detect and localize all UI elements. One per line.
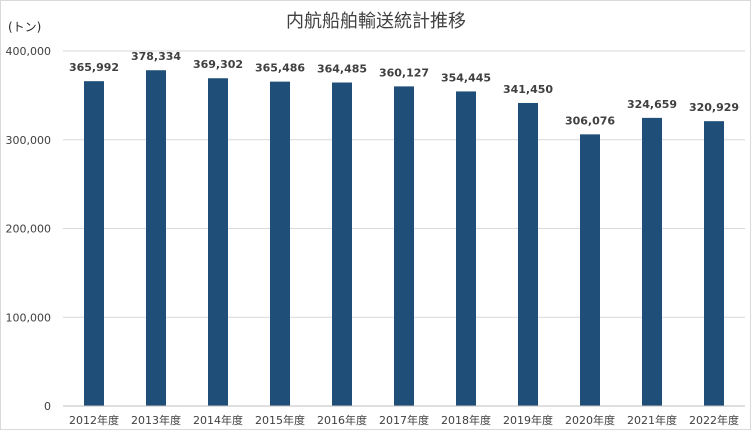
bar: [704, 121, 724, 407]
x-tick-label: 2022年度: [689, 413, 739, 427]
x-tick-label: 2019年度: [503, 413, 553, 427]
data-label: 369,302: [193, 58, 243, 71]
x-tick-label: 2020年度: [565, 413, 615, 427]
x-tick-label: 2014年度: [193, 413, 243, 427]
y-tick-label: 300,000: [6, 134, 52, 147]
x-tick-label: 2015年度: [255, 413, 305, 427]
chart-title: 内航船舶輸送統計推移: [286, 11, 466, 32]
bar: [84, 81, 104, 406]
y-tick-label: 200,000: [6, 223, 52, 236]
bar: [394, 86, 414, 406]
data-labels: 365,992 378,334 369,302 365,486 364,485 360,1…: [69, 50, 739, 127]
data-label: 341,450: [503, 83, 553, 96]
data-label: 360,127: [379, 66, 429, 79]
y-tick-label: 400,000: [6, 45, 52, 58]
bars: [84, 70, 724, 407]
bar: [456, 91, 476, 407]
data-label: 365,992: [69, 61, 119, 74]
data-label: 354,445: [441, 71, 491, 84]
y-axis-ticks: 0 100,000 200,000 300,000 400,000: [6, 45, 52, 413]
data-label: 365,486: [255, 62, 305, 75]
x-tick-label: 2016年度: [317, 413, 367, 427]
x-tick-label: 2021年度: [627, 413, 677, 427]
data-label: 324,659: [627, 98, 677, 111]
bar: [518, 102, 538, 406]
x-tick-label: 2017年度: [379, 413, 429, 427]
x-tick-label: 2012年度: [69, 413, 119, 427]
bar: [208, 78, 228, 406]
bar: [146, 70, 166, 406]
y-axis-unit-label: (トン): [8, 20, 41, 34]
bar: [580, 134, 600, 406]
data-label: 306,076: [565, 114, 615, 127]
bar: [642, 117, 662, 406]
data-label: 378,334: [131, 50, 181, 63]
x-axis-ticks: 2012年度 2013年度 2014年度 2015年度 2016年度 2017年度 2018…: [69, 413, 739, 427]
x-tick-label: 2018年度: [441, 413, 491, 427]
data-label: 364,485: [317, 63, 367, 76]
bar: [332, 82, 352, 406]
y-tick-label: 100,000: [6, 311, 52, 324]
data-label: 320,929: [689, 101, 739, 114]
y-tick-label: 0: [44, 400, 51, 413]
bar: [270, 81, 290, 407]
x-tick-label: 2013年度: [131, 413, 181, 427]
